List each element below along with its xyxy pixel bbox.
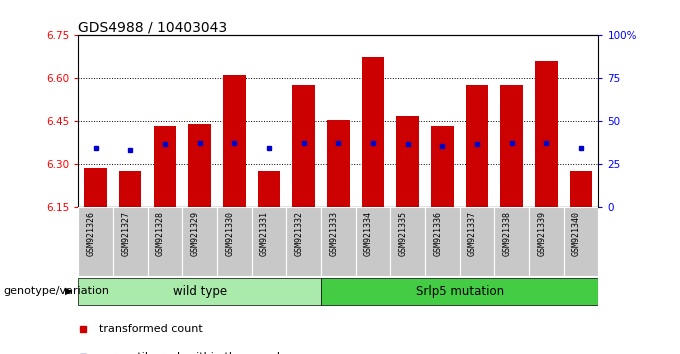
Bar (500, 85, 523, 207)
Text: GSM921336: GSM921336 (433, 211, 442, 256)
Text: GSM921337: GSM921337 (468, 211, 477, 256)
Bar (356, 207, 390, 276)
Bar (362, 57, 384, 207)
Bar (292, 85, 315, 207)
Bar (321, 207, 356, 276)
Bar (217, 207, 252, 276)
Bar (252, 207, 286, 276)
Text: GSM921329: GSM921329 (190, 211, 200, 256)
Bar (286, 207, 321, 276)
Text: GSM921335: GSM921335 (398, 211, 407, 256)
Bar (148, 207, 182, 276)
Text: GSM921332: GSM921332 (294, 211, 303, 256)
Text: GSM921333: GSM921333 (329, 211, 338, 256)
Bar (321, 278, 598, 305)
Bar (570, 171, 592, 207)
Bar (431, 126, 454, 207)
Text: GSM921328: GSM921328 (156, 211, 165, 256)
Bar (78, 207, 113, 276)
Text: wild type: wild type (173, 285, 226, 298)
Bar (258, 171, 280, 207)
Bar (494, 207, 529, 276)
Text: GSM921339: GSM921339 (537, 211, 546, 256)
Text: GSM921327: GSM921327 (121, 211, 130, 256)
Text: transformed count: transformed count (99, 324, 203, 334)
Text: Srlp5 mutation: Srlp5 mutation (415, 285, 504, 298)
Text: ▶: ▶ (65, 286, 73, 296)
Text: GSM921338: GSM921338 (503, 211, 511, 256)
Bar (425, 207, 460, 276)
Bar (182, 207, 217, 276)
Bar (84, 169, 107, 207)
Text: genotype/variation: genotype/variation (3, 286, 109, 296)
Bar (78, 278, 321, 305)
Text: GSM921331: GSM921331 (260, 211, 269, 256)
Bar (188, 124, 211, 207)
Bar (223, 75, 245, 207)
Text: GSM921334: GSM921334 (364, 211, 373, 256)
Bar (390, 207, 425, 276)
Bar (154, 126, 176, 207)
Bar (466, 85, 488, 207)
Bar (327, 120, 350, 207)
Text: percentile rank within the sample: percentile rank within the sample (99, 353, 287, 354)
Text: GSM921340: GSM921340 (572, 211, 581, 256)
Bar (396, 115, 419, 207)
Bar (564, 207, 598, 276)
Bar (529, 207, 564, 276)
Text: GSM921330: GSM921330 (225, 211, 234, 256)
Bar (113, 207, 148, 276)
Bar (460, 207, 494, 276)
Text: GDS4988 / 10403043: GDS4988 / 10403043 (78, 20, 227, 34)
Bar (535, 61, 558, 207)
Text: GSM921326: GSM921326 (86, 211, 95, 256)
Bar (119, 171, 141, 207)
